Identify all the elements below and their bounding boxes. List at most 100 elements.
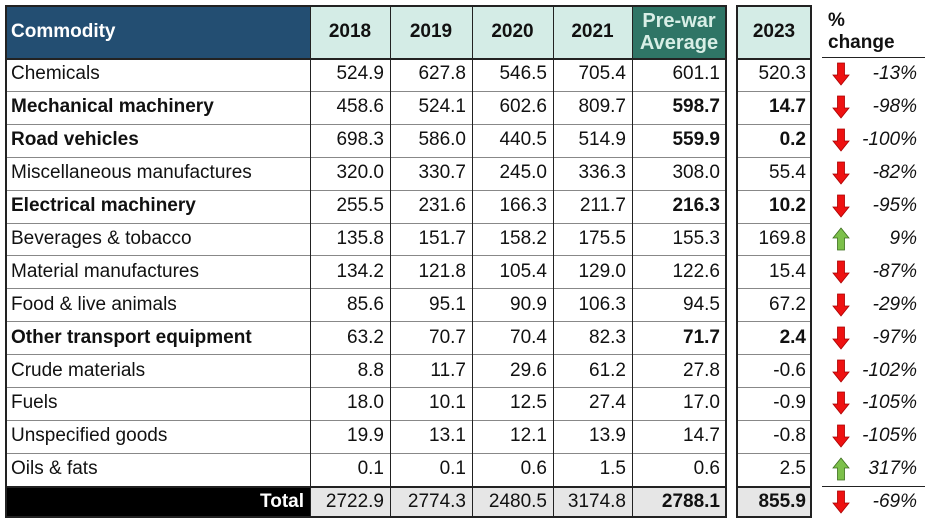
row-divider bbox=[5, 288, 726, 290]
row-commodity-name: Beverages & tobacco bbox=[11, 227, 192, 249]
row-divider bbox=[5, 321, 726, 323]
cell-value: 255.5 bbox=[336, 195, 384, 217]
row-commodity-name: Unspecified goods bbox=[11, 425, 168, 447]
down-arrow-icon bbox=[832, 392, 850, 416]
cell-value: 0.1 bbox=[439, 458, 466, 480]
row-commodity-name: Chemicals bbox=[11, 63, 100, 85]
header-divider bbox=[5, 58, 726, 60]
down-arrow-icon bbox=[832, 326, 850, 350]
row-divider bbox=[5, 255, 726, 257]
cell-value: 106.3 bbox=[578, 293, 626, 315]
cell-pct-change: -87% bbox=[822, 255, 925, 288]
cell-value: 12.1 bbox=[510, 425, 547, 447]
cell-pct-change: -100% bbox=[822, 124, 925, 157]
cell-value: 15.4 bbox=[769, 260, 806, 282]
cell-value: 105.4 bbox=[499, 260, 547, 282]
row-divider bbox=[5, 452, 726, 454]
header-pct-text: % bbox=[828, 9, 845, 31]
cell-value: 308.0 bbox=[672, 162, 720, 184]
row-divider bbox=[736, 288, 812, 290]
column-divider bbox=[472, 5, 473, 518]
row-commodity-name: Mechanical machinery bbox=[11, 96, 214, 118]
cell-value: 520.3 bbox=[758, 63, 806, 85]
cell-value: 151.7 bbox=[418, 227, 466, 249]
cell-value: 10.1 bbox=[429, 392, 466, 414]
row-divider bbox=[736, 419, 812, 421]
cell-value: 458.6 bbox=[336, 96, 384, 118]
cell-value: 320.0 bbox=[336, 162, 384, 184]
header-year: 2019 bbox=[390, 5, 472, 58]
cell-value: 169.8 bbox=[758, 227, 806, 249]
up-arrow-icon bbox=[832, 457, 850, 481]
down-arrow-icon bbox=[832, 63, 850, 87]
cell-value: 14.7 bbox=[769, 96, 806, 118]
row-divider bbox=[5, 90, 726, 92]
cell-value: 0.6 bbox=[520, 458, 547, 480]
header-prewar-average: Pre-war Average bbox=[632, 5, 726, 58]
header-divider bbox=[736, 58, 812, 60]
cell-value: 524.1 bbox=[418, 96, 466, 118]
down-arrow-icon bbox=[832, 194, 850, 218]
cell-value: 216.3 bbox=[672, 195, 720, 217]
row-divider bbox=[736, 354, 812, 356]
row-commodity-name: Road vehicles bbox=[11, 129, 139, 151]
cell-value: 67.2 bbox=[769, 293, 806, 315]
cell-value: 17.0 bbox=[683, 392, 720, 414]
cell-value: 546.5 bbox=[499, 63, 547, 85]
cell-value: 809.7 bbox=[578, 96, 626, 118]
row-commodity-name: Food & live animals bbox=[11, 293, 177, 315]
row-divider bbox=[736, 387, 812, 388]
cell-value: 336.3 bbox=[578, 162, 626, 184]
cell-value: 135.8 bbox=[336, 227, 384, 249]
row-divider bbox=[736, 255, 812, 257]
cell-value: 231.6 bbox=[418, 195, 466, 217]
row-commodity-name: Oils & fats bbox=[11, 458, 98, 480]
row-divider bbox=[736, 156, 812, 158]
header-pct-change: % change bbox=[828, 5, 931, 58]
cell-value: 211.7 bbox=[579, 195, 626, 217]
cell-value: 85.6 bbox=[347, 293, 384, 315]
row-divider bbox=[5, 354, 726, 356]
cell-value: 121.8 bbox=[418, 260, 466, 282]
cell-pct-change: -105% bbox=[822, 420, 925, 453]
cell-value: 71.7 bbox=[683, 326, 720, 348]
cell-value: 55.4 bbox=[769, 162, 806, 184]
row-divider bbox=[5, 123, 726, 125]
cell-pct-change: -105% bbox=[822, 387, 925, 420]
cell-value: 330.7 bbox=[418, 162, 466, 184]
cell-pct-change: -102% bbox=[822, 354, 925, 387]
down-arrow-icon bbox=[832, 293, 850, 317]
cell-pct-change: -29% bbox=[822, 288, 925, 321]
column-divider bbox=[632, 5, 633, 518]
down-arrow-icon bbox=[832, 161, 850, 185]
cell-value: 29.6 bbox=[510, 359, 547, 381]
cell-value: 10.2 bbox=[769, 195, 806, 217]
cell-value: 601.1 bbox=[672, 63, 720, 85]
cell-value: 63.2 bbox=[347, 326, 384, 348]
cell-value: 134.2 bbox=[336, 260, 384, 282]
down-arrow-icon bbox=[832, 490, 850, 514]
cell-value: 245.0 bbox=[499, 162, 547, 184]
down-arrow-icon bbox=[832, 424, 850, 448]
pct-header-underline bbox=[822, 57, 925, 58]
cell-value: 129.0 bbox=[578, 260, 626, 282]
cell-pct-change: -97% bbox=[822, 321, 925, 354]
cell-value: 2.5 bbox=[779, 458, 806, 480]
cell-value: 158.2 bbox=[499, 227, 547, 249]
total-divider bbox=[5, 486, 726, 488]
row-divider bbox=[736, 321, 812, 323]
cell-value: 155.3 bbox=[672, 227, 720, 249]
cell-value: 90.9 bbox=[510, 293, 547, 315]
row-divider bbox=[5, 419, 726, 421]
cell-value: 27.4 bbox=[589, 392, 626, 414]
row-commodity-name: Miscellaneous manufactures bbox=[11, 162, 252, 184]
column-divider bbox=[553, 5, 554, 518]
cell-value: 61.2 bbox=[589, 359, 626, 381]
total-pct-change: -69% bbox=[822, 486, 925, 518]
header-prewar-text: Average bbox=[639, 31, 719, 54]
cell-value: 2722.9 bbox=[310, 486, 390, 518]
header-year: 2020 bbox=[472, 5, 553, 58]
cell-value: 175.5 bbox=[578, 227, 626, 249]
cell-value: 122.6 bbox=[672, 260, 720, 282]
cell-value: 602.6 bbox=[499, 96, 547, 118]
